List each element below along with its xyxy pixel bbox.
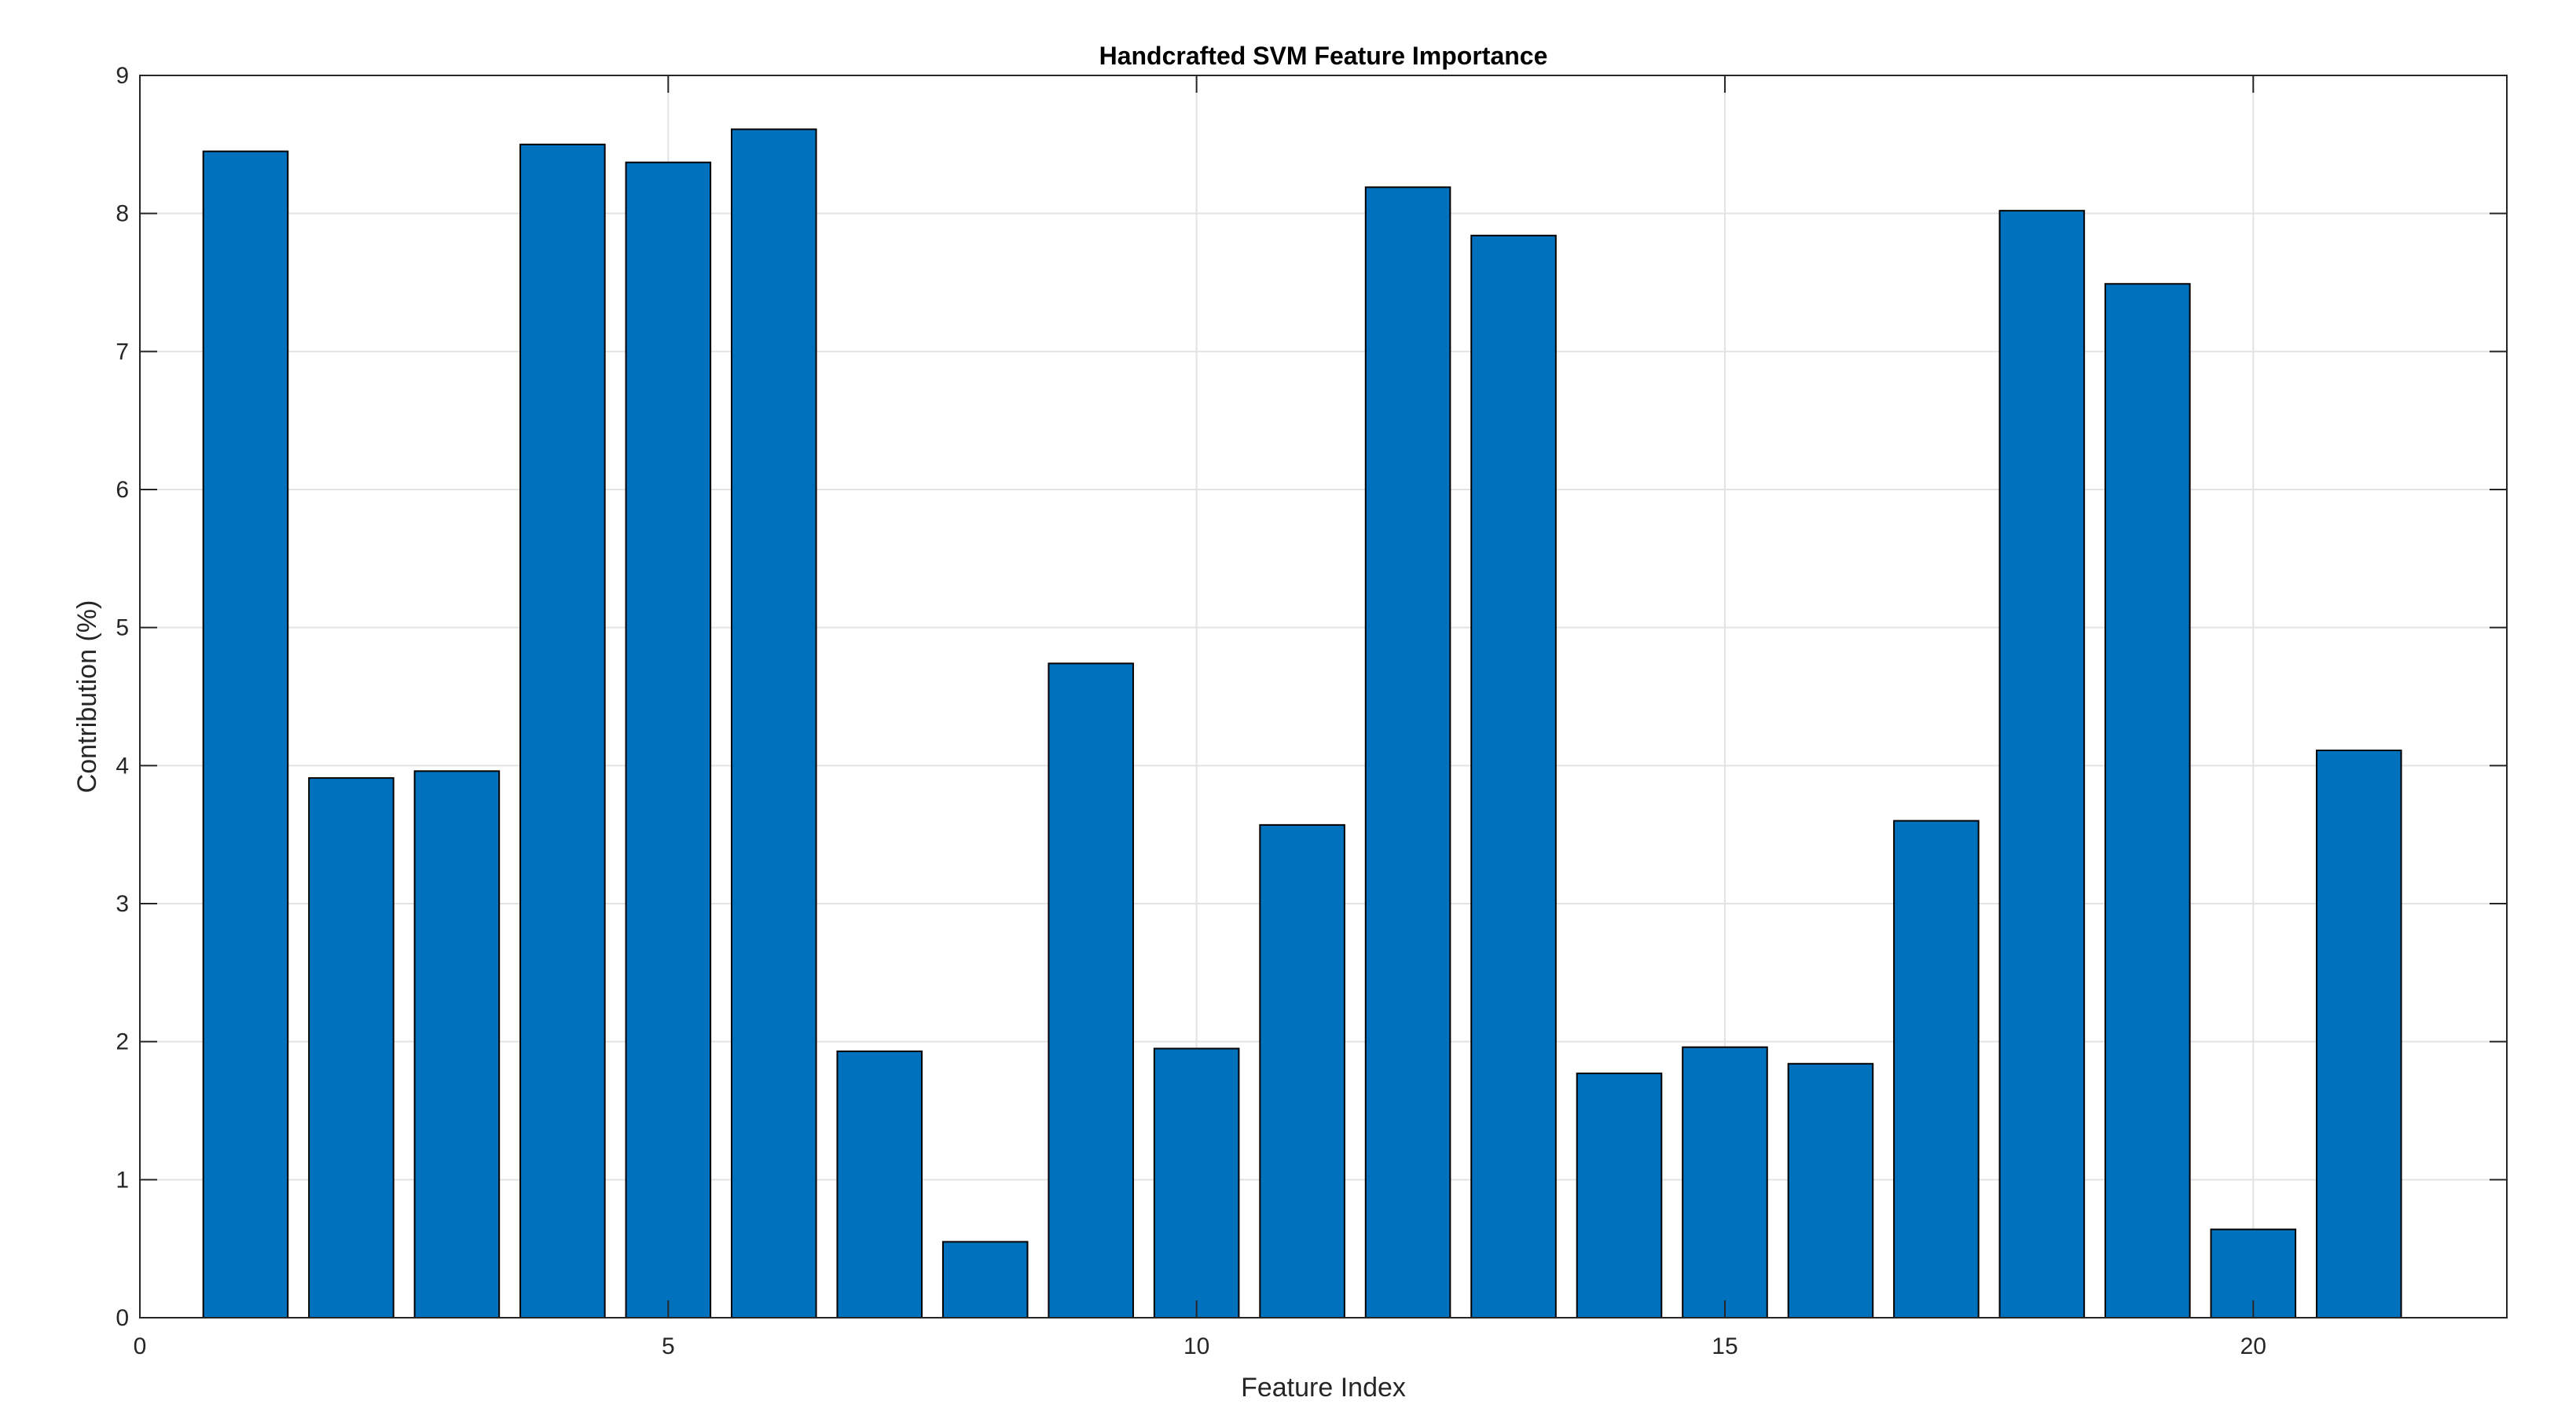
bar-feature-9 xyxy=(1048,662,1134,1318)
bar-feature-15 xyxy=(1682,1046,1768,1319)
axis-ticks xyxy=(139,75,2507,1318)
y-tick-label: 5 xyxy=(116,615,129,641)
y-tick-labels: 0 1 2 3 4 5 6 7 8 9 xyxy=(116,63,129,1331)
bar-feature-19 xyxy=(2104,283,2191,1318)
y-tick-label: 7 xyxy=(116,339,129,365)
bar-feature-10 xyxy=(1153,1047,1240,1318)
y-tick-label: 0 xyxy=(116,1305,129,1331)
y-tick-label: 9 xyxy=(116,63,129,89)
y-tick-label: 2 xyxy=(116,1029,129,1055)
bar-feature-6 xyxy=(731,128,817,1318)
y-tick-label: 3 xyxy=(116,891,129,917)
y-tick-label: 1 xyxy=(116,1167,129,1193)
bar-feature-5 xyxy=(625,161,712,1318)
bar-feature-11 xyxy=(1259,823,1345,1318)
y-axis-label: Contribution (%) xyxy=(72,600,102,794)
bar-feature-4 xyxy=(519,143,606,1318)
y-tick-label: 6 xyxy=(116,477,129,503)
bar-feature-8 xyxy=(941,1241,1029,1318)
plot-frame xyxy=(139,75,2508,1318)
bar-feature-2 xyxy=(308,777,394,1318)
bars-group xyxy=(202,128,2402,1319)
x-tick-label: 15 xyxy=(1712,1333,1738,1359)
bar-feature-21 xyxy=(2315,750,2402,1318)
bar-feature-12 xyxy=(1364,186,1451,1318)
y-tick-label: 4 xyxy=(116,753,129,779)
bar-feature-16 xyxy=(1787,1062,1874,1318)
bar-feature-14 xyxy=(1576,1073,1663,1318)
bar-feature-7 xyxy=(836,1050,923,1319)
x-tick-label: 20 xyxy=(2240,1333,2266,1359)
x-tick-labels: 0 5 10 15 20 xyxy=(134,1333,2266,1359)
x-tick-label: 0 xyxy=(134,1333,147,1359)
bar-feature-17 xyxy=(1893,820,1980,1318)
bar-feature-1 xyxy=(202,150,289,1318)
bar-feature-3 xyxy=(413,770,501,1318)
bar-feature-18 xyxy=(1998,210,2086,1318)
x-tick-label: 5 xyxy=(662,1333,675,1359)
chart-title: Handcrafted SVM Feature Importance xyxy=(1099,42,1548,70)
x-axis-label: Feature Index xyxy=(1241,1373,1406,1403)
y-tick-label: 8 xyxy=(116,201,129,227)
bar-feature-13 xyxy=(1470,234,1557,1319)
x-tick-label: 10 xyxy=(1183,1333,1209,1359)
